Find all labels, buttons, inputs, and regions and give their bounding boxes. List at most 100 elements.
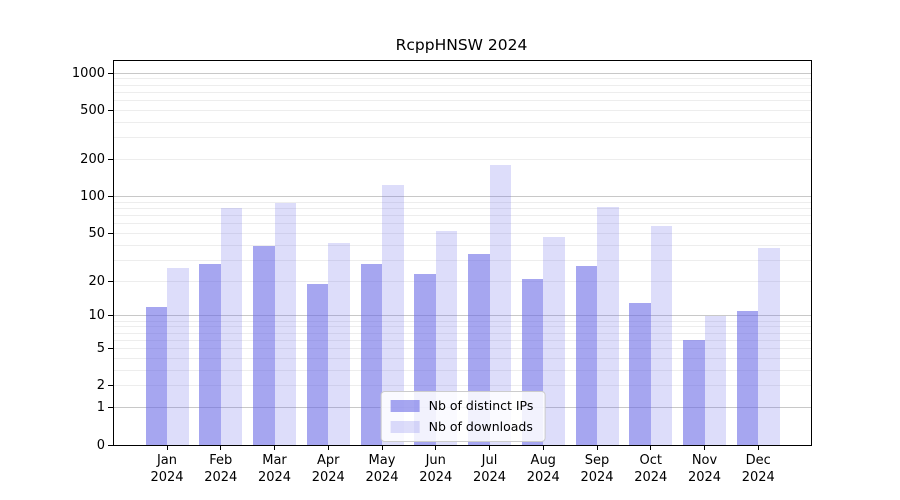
x-tick-label-feb: Feb 2024 [204,453,237,486]
bar-downloads-dec [758,247,780,445]
y-tick-mark [108,385,113,387]
bar-distinct-ips-mar [253,246,275,445]
gridline-minor [114,339,811,341]
x-tick-mark [274,445,275,450]
y-tick-label: 5 [96,341,105,357]
x-tick-mark [489,445,490,450]
x-tick-mark [650,445,652,450]
chart-title: RcppHNSW 2024 [395,36,528,54]
x-tick-year: 2024 [365,469,399,485]
x-tick-year: 2024 [526,469,560,485]
gridline-minor [114,137,811,139]
legend-swatch-downloads [390,421,420,433]
x-tick-label-jan: Jan 2024 [150,453,183,486]
y-tick-mark [108,444,113,446]
y-tick-label: 1 [96,400,105,416]
x-tick-year: 2024 [580,469,614,485]
bar-distinct-ips-dec [736,311,759,445]
plot-area: 0 1 2 5 10 20 50 100 200 500 1000 Jan 2024 Feb 2024 Mar… [72,60,812,485]
x-tick-month: Mar [262,453,287,468]
bar-distinct-ips-apr [306,283,329,445]
gridline-minor [114,320,811,322]
gridline-minor [114,215,811,216]
x-tick-label-sep: Sep 2024 [580,453,613,486]
x-tick-mark [596,445,598,450]
y-tick-mark [108,407,113,409]
bar-downloads-oct [650,226,673,445]
x-tick-mark [166,445,168,450]
gridline-major [114,315,811,317]
bar-distinct-ips-sep [575,265,597,445]
gridline-minor [114,232,811,234]
y-tick-mark [108,315,113,317]
gridline-minor [114,84,811,86]
x-tick-label-mar: Mar 2024 [258,453,291,486]
bar-downloads-sep [597,207,619,445]
x-tick-month: Oct [639,453,662,468]
legend: Nb of distinct IPs Nb of downloads [380,391,546,442]
y-tick-label: 50 [88,225,105,241]
gridline-minor [114,332,811,334]
y-tick-mark [108,109,113,111]
gridline-major [114,196,811,198]
x-tick-year: 2024 [419,469,453,485]
gridline-minor [114,369,811,371]
gridline-minor [114,259,811,261]
x-tick-label-nov: Nov 2024 [688,453,721,486]
legend-label-distinct-ips: Nb of distinct IPs [428,398,534,413]
x-tick-month: Apr [317,453,340,468]
x-tick-year: 2024 [634,469,668,485]
bar-downloads-feb [220,208,243,445]
x-tick-year: 2024 [311,469,345,485]
gridline-minor [114,280,811,282]
y-tick-label: 2 [96,378,105,394]
x-tick-mark [435,445,437,450]
y-tick-mark [108,158,113,160]
x-tick-label-dec: Dec 2024 [742,453,775,486]
gridline-minor [114,91,811,93]
x-tick-year: 2024 [741,469,775,485]
x-tick-year: 2024 [472,469,507,485]
x-tick-month: Sep [584,453,610,468]
y-tick-mark [108,196,113,198]
y-tick-label: 1000 [71,65,105,81]
bar-downloads-aug [543,236,565,445]
gridline-minor [114,357,811,359]
x-tick-month: Jul [481,453,498,468]
bar-downloads-nov [704,315,726,445]
bar-downloads-jul [489,165,511,445]
gridline-minor [114,244,811,246]
bar-distinct-ips-nov [683,340,705,445]
bar-downloads-apr [328,242,350,445]
bar-distinct-ips-jan [145,306,167,445]
gridline-minor [114,223,811,225]
x-tick-mark [704,445,705,450]
x-tick-mark [327,445,329,450]
x-tick-mark [542,445,544,450]
x-tick-year: 2024 [150,469,184,485]
gridline-minor [114,109,811,111]
gridline-minor [114,207,811,209]
x-tick-month: Dec [745,453,771,468]
x-tick-label-jul: Jul 2024 [473,453,506,486]
bar-distinct-ips-oct [629,302,651,445]
gridline-minor [114,201,811,203]
x-tick-month: May [368,453,396,468]
gridline-minor [114,158,811,160]
x-tick-month: Jan [156,453,178,468]
bar-downloads-may [382,184,404,445]
gridline-minor [114,78,811,80]
gridline-minor [114,100,811,101]
x-tick-month: Nov [691,453,718,468]
gridline-minor [114,385,811,387]
x-tick-year: 2024 [204,469,238,485]
x-tick-month: Jun [425,453,446,468]
y-tick-label: 100 [80,189,105,205]
legend-item-distinct-ips: Nb of distinct IPs [390,398,534,413]
x-tick-month: Aug [530,453,556,468]
x-tick-label-jun: Jun 2024 [419,453,452,486]
y-tick-mark [108,72,113,74]
x-tick-month: Feb [209,453,233,468]
legend-item-downloads: Nb of downloads [390,420,534,434]
gridline-major [114,72,811,74]
